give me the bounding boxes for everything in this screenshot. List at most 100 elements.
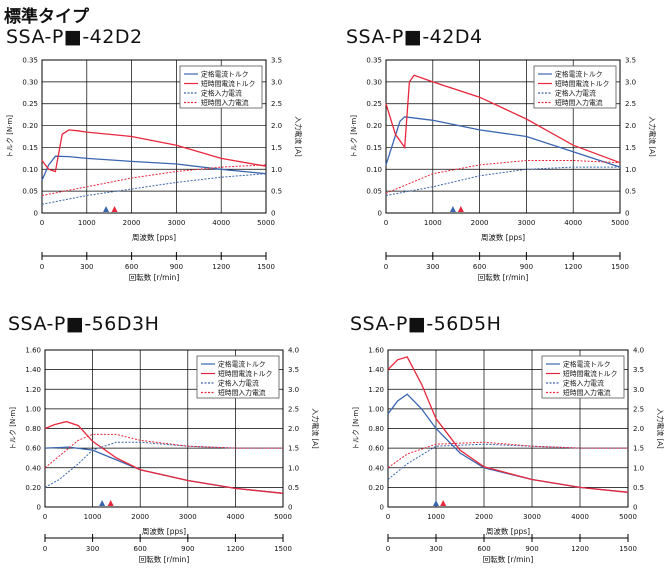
marker-triangle	[111, 206, 118, 212]
y2-tick-label: 2.5	[271, 100, 282, 108]
x-tick-label: 1000	[78, 219, 96, 227]
y-tick-label: 0.05	[366, 188, 382, 196]
rpm-axis-title: 回転数 [r/min]	[129, 272, 180, 282]
y2-tick-label: 2.5	[288, 405, 299, 413]
series-line	[44, 446, 284, 494]
chart-1-title: SSA-P■-42D2	[6, 26, 143, 48]
y-tick-label: 1.00	[25, 405, 41, 413]
rpm-tick-label: 1500	[274, 545, 292, 553]
rpm-tick-label: 300	[426, 263, 439, 271]
series-line	[385, 160, 621, 194]
y-tick-label: 0.60	[25, 445, 41, 453]
y2-tick-label: 2.0	[633, 425, 644, 433]
rpm-tick-label: 1500	[257, 263, 275, 271]
y2-tick-label: 0.5	[625, 188, 636, 196]
marker-triangle	[99, 500, 106, 506]
y-tick-label: 0.25	[366, 100, 382, 108]
series-line	[385, 116, 621, 168]
series-line	[44, 420, 284, 494]
rpm-tick-label: 0	[384, 263, 388, 271]
series-line	[387, 443, 628, 480]
series-line	[387, 356, 629, 493]
legend-label: 短時間電流トルク	[218, 369, 272, 378]
legend-label: 定格電流トルク	[201, 70, 249, 79]
y-tick-label: 0.60	[368, 445, 384, 453]
series-line	[385, 74, 621, 164]
x-axis-title: 周波数 [pps]	[142, 526, 186, 536]
y2-tick-label: 2.0	[288, 425, 299, 433]
y2-axis-title: 入力電流 [A]	[294, 116, 303, 157]
y2-tick-label: 2.0	[271, 122, 282, 130]
plot-frame	[385, 59, 621, 214]
marker-triangle	[449, 206, 456, 212]
y2-tick-label: 3.5	[633, 366, 644, 374]
y2-tick-label: 0	[288, 504, 292, 512]
x-tick-label: 2000	[475, 513, 493, 521]
series-line	[385, 166, 620, 196]
chart-4: 0 1000 2000 3000 4000 500000.200.400.600.801.…	[352, 347, 665, 565]
rpm-tick-label: 300	[429, 545, 442, 553]
legend-label: 定格入力電流	[555, 89, 596, 98]
marker-triangle	[433, 500, 439, 506]
y2-axis-title: 入力電流 [A]	[648, 116, 657, 157]
x-tick-label: 5000	[619, 513, 637, 521]
x-tick-label: 3000	[179, 513, 197, 521]
y-axis-title: トルク [N·m]	[6, 115, 14, 158]
y-tick-label: 1.00	[368, 405, 384, 413]
y-axis-title: トルク [N·m]	[350, 115, 358, 158]
x-tick-label: 4000	[571, 513, 589, 521]
y2-tick-label: 3.0	[288, 386, 299, 394]
x-axis-title: 周波数 [pps]	[132, 232, 176, 242]
legend-label: 定格入力電流	[563, 379, 604, 388]
rpm-tick-label: 1200	[226, 545, 244, 553]
legend-label: 定格電流トルク	[218, 360, 266, 369]
y2-tick-label: 0.5	[288, 484, 299, 492]
y2-tick-label: 1.0	[288, 464, 299, 472]
x-tick-label: 1000	[427, 513, 445, 521]
legend-label: 定格電流トルク	[555, 70, 603, 79]
marker-triangle	[440, 500, 447, 506]
chart-1: 0 1000 2000 3000 4000 500000.050.100.150.200.…	[6, 57, 303, 283]
marker-triangle	[103, 206, 110, 212]
legend-label: 短時間電流トルク	[555, 79, 609, 88]
y-tick-label: 0.15	[22, 144, 38, 152]
rpm-tick-label: 600	[477, 545, 490, 553]
y-tick-label: 0	[380, 504, 384, 512]
y2-tick-label: 1.5	[625, 144, 636, 152]
series-line	[387, 441, 628, 469]
y-tick-label: 0.20	[366, 122, 382, 130]
y-tick-label: 0.35	[22, 57, 38, 65]
rpm-tick-label: 1500	[611, 263, 629, 271]
y2-tick-label: 2.0	[625, 122, 636, 130]
rpm-tick-label: 1200	[571, 545, 589, 553]
legend-label: 短時間入力電流	[563, 388, 611, 397]
rpm-axis-title: 回転数 [r/min]	[478, 272, 529, 282]
y2-tick-label: 3.5	[625, 57, 636, 65]
rpm-tick-label: 900	[181, 545, 194, 553]
x-tick-label: 4000	[226, 513, 244, 521]
x-tick-label: 3000	[517, 219, 535, 227]
x-tick-label: 5000	[274, 513, 292, 521]
rpm-tick-label: 0	[40, 263, 44, 271]
x-tick-label: 2000	[123, 219, 141, 227]
legend-label: 短時間入力電流	[218, 388, 266, 397]
y-tick-label: 0.40	[368, 464, 384, 472]
y-tick-label: 0	[37, 504, 41, 512]
x-axis-title: 周波数 [pps]	[481, 232, 525, 242]
legend-box	[196, 355, 280, 399]
rpm-tick-label: 1500	[619, 545, 637, 553]
x-tick-label: 3000	[167, 219, 185, 227]
rpm-tick-label: 900	[525, 545, 538, 553]
chart-2: 0 1000 2000 3000 4000 500000.050.100.150.200.…	[350, 57, 657, 283]
x-tick-label: 2000	[131, 513, 149, 521]
y2-tick-label: 2.5	[625, 100, 636, 108]
y2-tick-label: 0.5	[633, 484, 644, 492]
y2-tick-label: 0	[271, 210, 275, 218]
legend-label: 定格入力電流	[218, 379, 259, 388]
rpm-tick-label: 600	[473, 263, 486, 271]
y-tick-label: 0.80	[25, 425, 41, 433]
rpm-axis-title: 回転数 [r/min]	[139, 554, 190, 564]
legend-label: 定格電流トルク	[563, 360, 611, 369]
y2-tick-label: 1.0	[271, 166, 282, 174]
